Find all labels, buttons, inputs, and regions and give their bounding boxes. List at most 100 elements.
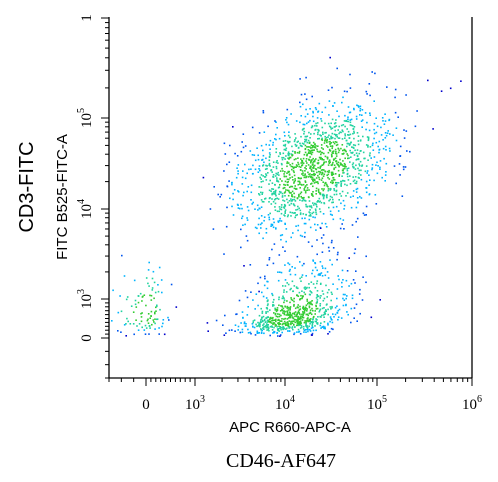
event-point [342, 168, 345, 170]
event-point [325, 196, 328, 198]
event-point [161, 291, 163, 294]
event-point [271, 325, 273, 328]
event-point [324, 132, 326, 134]
event-point [305, 313, 308, 316]
event-point [355, 182, 358, 185]
event-point [258, 290, 260, 293]
event-point [334, 306, 337, 309]
event-point [234, 152, 236, 155]
event-point [449, 87, 452, 90]
event-point [359, 160, 362, 163]
event-point [303, 199, 306, 202]
event-point [351, 294, 354, 297]
event-point [246, 217, 248, 219]
event-point [365, 214, 367, 216]
event-point [281, 318, 283, 320]
event-point [307, 164, 310, 166]
event-point [321, 111, 323, 113]
event-point [330, 318, 332, 320]
event-point [309, 322, 311, 325]
event-point [270, 169, 272, 172]
event-point [275, 138, 277, 141]
event-point [384, 120, 387, 122]
event-point [329, 189, 332, 191]
event-point [392, 134, 394, 136]
event-point [304, 231, 306, 234]
event-point [271, 192, 273, 195]
event-point [321, 137, 323, 140]
event-point [285, 291, 288, 293]
event-point [312, 195, 314, 197]
event-point [359, 114, 361, 116]
event-point [332, 198, 334, 201]
event-point [331, 155, 333, 157]
event-point [323, 297, 326, 300]
event-point [285, 117, 288, 119]
event-point [341, 153, 344, 155]
event-point [301, 164, 304, 166]
event-point [351, 146, 353, 148]
event-point [237, 207, 240, 209]
event-point [226, 206, 228, 209]
event-point [320, 327, 322, 329]
event-point [150, 315, 152, 317]
event-point [304, 185, 307, 187]
event-point [314, 202, 316, 205]
event-point [338, 165, 340, 168]
event-point [309, 293, 311, 296]
event-point [332, 161, 334, 164]
event-point [291, 266, 293, 268]
event-point [307, 139, 310, 142]
event-point [312, 180, 315, 182]
event-point [168, 319, 170, 321]
event-point [286, 312, 289, 314]
event-point [257, 282, 259, 285]
event-point [310, 168, 313, 171]
event-point [328, 148, 331, 151]
event-point [352, 128, 355, 130]
event-point [269, 321, 272, 324]
event-point [333, 102, 336, 104]
event-point [287, 123, 290, 126]
event-point [217, 193, 219, 196]
event-point [277, 180, 279, 182]
event-point [351, 125, 354, 127]
event-point [265, 174, 268, 177]
x-tick-label-3: 105 [367, 394, 387, 413]
event-point [262, 327, 264, 329]
event-point [316, 171, 318, 174]
event-point [303, 222, 306, 225]
event-point [278, 186, 281, 188]
event-point [132, 323, 135, 325]
event-point [300, 280, 302, 282]
event-point [301, 313, 303, 316]
event-point [361, 164, 364, 166]
event-point [321, 171, 324, 174]
event-point [355, 118, 358, 120]
event-point [289, 156, 292, 159]
event-point [302, 197, 304, 199]
event-point [308, 152, 310, 154]
event-point [261, 316, 263, 319]
event-point [257, 325, 260, 327]
event-point [346, 153, 348, 155]
event-point [265, 297, 268, 299]
event-point [315, 297, 318, 299]
event-point [293, 285, 296, 287]
event-point [304, 190, 307, 192]
event-point [321, 158, 323, 161]
event-point [322, 189, 325, 192]
event-point [291, 299, 294, 302]
event-point [297, 320, 299, 322]
event-point [299, 321, 301, 324]
event-point [309, 173, 311, 175]
event-point [309, 137, 311, 139]
event-point [301, 264, 304, 267]
event-point [314, 173, 316, 176]
event-point [315, 168, 318, 171]
event-point [309, 119, 311, 122]
event-point [236, 155, 239, 157]
event-point [321, 126, 324, 129]
event-point [303, 153, 306, 156]
event-point [247, 186, 250, 188]
